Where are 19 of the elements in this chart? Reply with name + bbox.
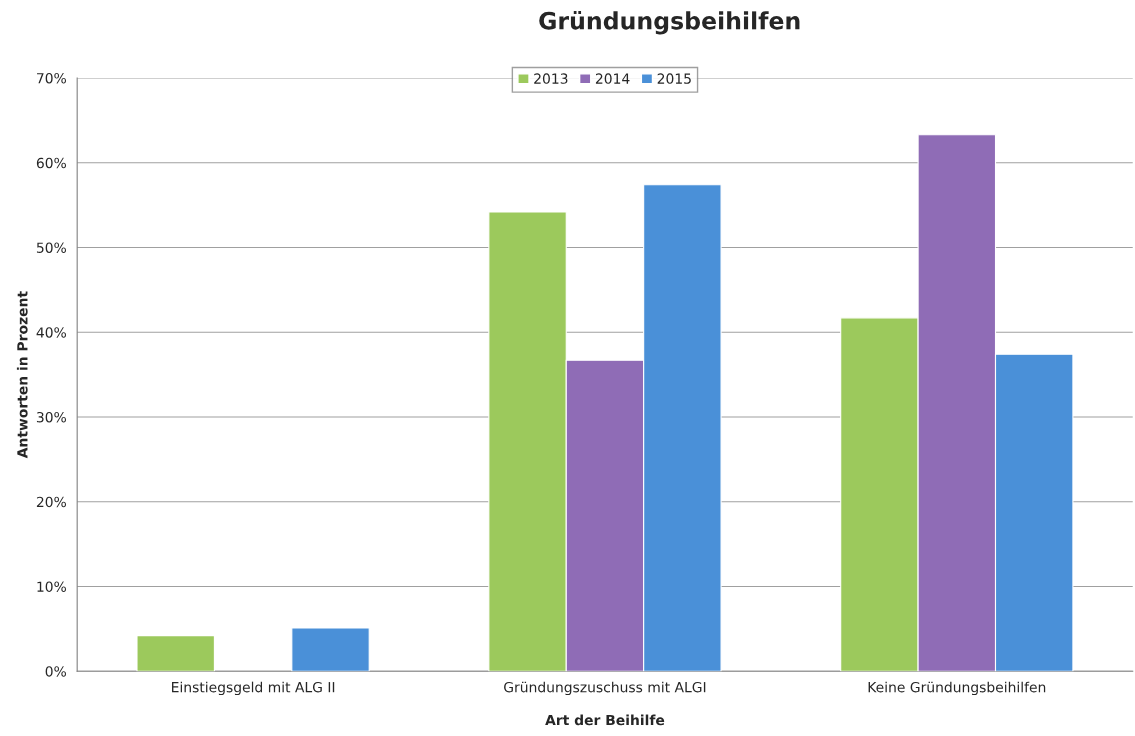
y-tick-label: 40% bbox=[36, 327, 66, 338]
bar bbox=[291, 627, 370, 672]
legend-label: 2014 bbox=[595, 73, 630, 84]
y-tick-label: 0% bbox=[45, 666, 66, 677]
chart-title: Gründungsbeihilfen bbox=[539, 11, 800, 35]
y-tick-label: 30% bbox=[36, 411, 66, 423]
legend-label: 2013 bbox=[534, 73, 568, 84]
y-tick-label: 70% bbox=[37, 72, 66, 84]
y-tick-label: 60% bbox=[36, 157, 66, 169]
x-tick-label: Keine Gründungsbeihilfen bbox=[868, 681, 1046, 696]
legend-label: 2015 bbox=[657, 73, 691, 84]
y-tick-label: 20% bbox=[36, 496, 66, 508]
bar bbox=[136, 635, 215, 672]
y-tick-label: 50% bbox=[36, 242, 66, 253]
y-axis-title: Antworten in Prozent bbox=[16, 291, 28, 459]
x-tick-label: Einstiegsgeld mit ALG II bbox=[172, 681, 335, 696]
x-tick-label: Gründungszuschuss mit ALGI bbox=[504, 681, 706, 696]
y-tick-label: 10% bbox=[37, 581, 66, 592]
x-axis-title: Art der Beihilfe bbox=[545, 714, 665, 726]
